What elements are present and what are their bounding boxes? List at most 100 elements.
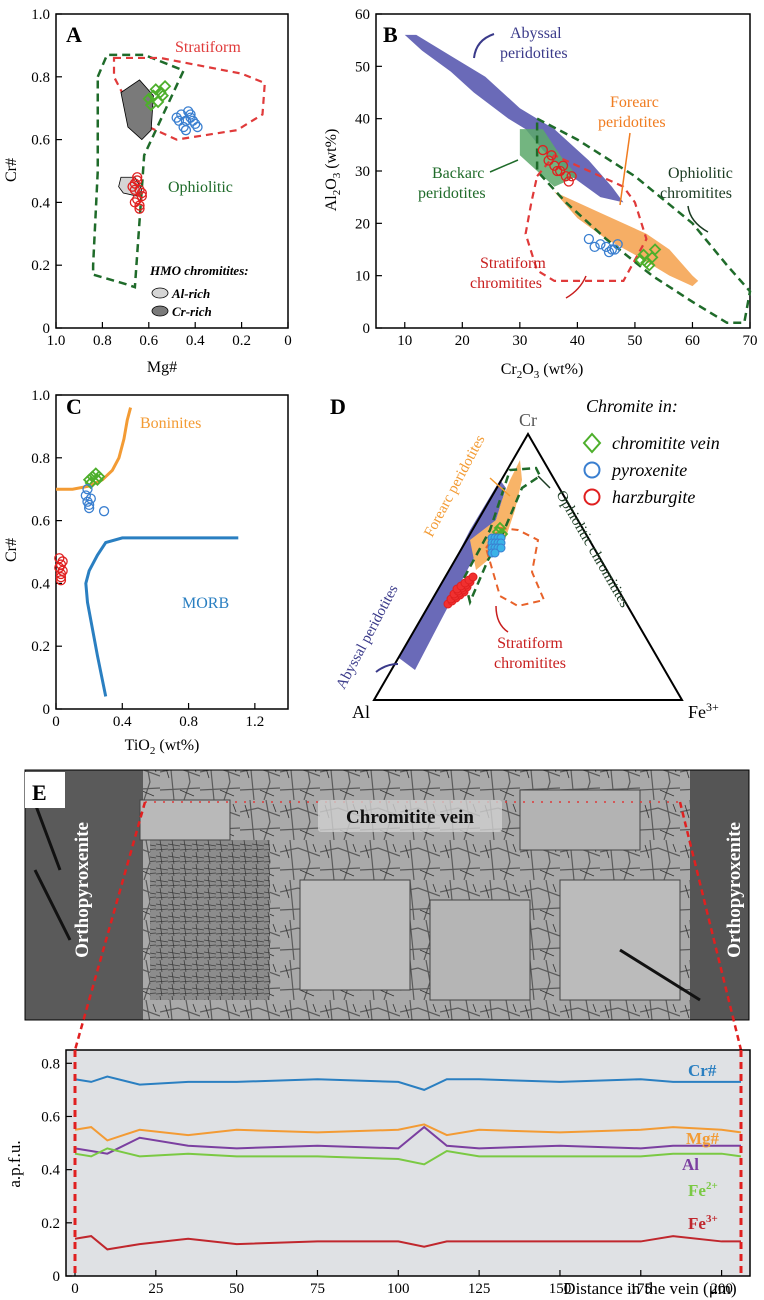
label-strat-ternary-2: chromitites <box>494 655 566 672</box>
panel-letter-d: D <box>330 394 346 419</box>
x-tick-label: 30 <box>512 333 527 349</box>
forearc-ternary-arrow <box>489 477 511 497</box>
point-pyroxenite <box>603 246 615 258</box>
panel-b-ylabel: Al2O3 (wt%) <box>323 129 343 212</box>
y-tick-label: 0.6 <box>31 133 50 149</box>
legend-title: Chromite in: <box>586 396 678 416</box>
x-tick-label: 150 <box>549 1281 572 1297</box>
y-tick-label: 0.2 <box>41 1216 60 1232</box>
opx-right-region <box>690 770 749 1020</box>
x-tick-label: 0.8 <box>179 714 198 730</box>
x-tick-label: 125 <box>468 1281 491 1297</box>
point-vein <box>637 248 650 262</box>
panel-c: 0 0.4 0.8 1.2 0 0.2 0.4 0.6 0.8 1.0 C Boninites M… <box>3 388 289 757</box>
label-abyssal-ternary: Abyssal peridotites <box>333 582 401 692</box>
point-harzburgite <box>563 176 574 187</box>
panel-a-xlabel: Mg# <box>147 359 177 376</box>
field-abyssal <box>404 34 624 203</box>
legend-vein: chromitite vein <box>612 433 720 453</box>
x-tick-label: 50 <box>229 1281 244 1297</box>
point-harzburgite <box>557 160 569 171</box>
point-vein <box>149 83 163 96</box>
label-al: Al <box>682 1155 699 1174</box>
legend-pyx: pyroxenite <box>610 460 687 480</box>
point-harzburgite <box>546 150 557 161</box>
panel-a-axes: 1.0 0.8 0.6 0.4 0.2 0 0 0.2 0.4 0.6 0.8 1.0 <box>31 7 292 349</box>
point-harzburgite <box>560 171 572 182</box>
point-harzburgite <box>468 572 478 582</box>
label-ophio-b-2: chromitites <box>660 185 732 202</box>
y-tick-label: 0 <box>43 702 51 718</box>
legend-harz: harzburgite <box>612 487 695 507</box>
x-tick-label: 25 <box>148 1281 163 1297</box>
panel-a-points <box>127 79 203 214</box>
point-pyroxenite <box>601 241 612 253</box>
panel-c-curves <box>56 407 239 697</box>
y-tick-label: 0.8 <box>31 451 50 467</box>
point-pyroxenite <box>80 490 91 501</box>
y-tick-label: 0.2 <box>31 639 50 655</box>
point-harzburgite <box>543 155 554 166</box>
label-morb: MORB <box>182 595 229 612</box>
label-fe3: Fe3+ <box>688 1213 718 1233</box>
x-tick-label: 0.8 <box>93 333 112 349</box>
point-pyroxenite <box>173 115 185 126</box>
point-pyroxenite <box>185 109 196 120</box>
point-harzburgite <box>136 187 147 199</box>
connector-left <box>73 801 147 1051</box>
y-tick-label: 0 <box>363 321 371 337</box>
y-tick-label: 0 <box>53 1269 61 1285</box>
profile-line-cr-number <box>74 1075 741 1091</box>
label-forearc-2: peridotites <box>598 114 666 131</box>
ophio-ternary-arrow <box>537 475 551 489</box>
y-tick-label: 0.8 <box>41 1056 60 1072</box>
point-vein <box>92 470 106 483</box>
grain <box>429 899 531 1001</box>
point-vein <box>648 243 662 256</box>
point-harzburgite <box>134 184 145 195</box>
point-harzburgite <box>554 165 566 177</box>
label-chromitite-vein: Chromitite vein <box>346 807 474 828</box>
corner-cr: Cr <box>519 410 537 430</box>
field-ophio-ternary <box>462 466 542 606</box>
point-vein <box>91 473 104 487</box>
x-tick-label: 0 <box>52 714 60 730</box>
panel-letter-b: B <box>383 22 398 47</box>
legend-circle-red-icon <box>583 488 601 506</box>
point-harzburgite <box>55 571 67 583</box>
point-pyroxenite <box>612 239 623 250</box>
y-tick-label: 1.0 <box>31 388 50 404</box>
vein-label-box <box>318 800 502 832</box>
panel-d: D Cr Al Fe3+ Chromite in: chromitite vei… <box>330 394 720 722</box>
point-pyroxenite <box>98 506 110 517</box>
point-pyroxenite <box>609 244 620 255</box>
y-tick-label: 0.8 <box>31 70 50 86</box>
point-pyroxenite <box>583 233 595 245</box>
grain <box>299 879 411 991</box>
label-backarc-2: peridotites <box>418 185 486 202</box>
label-cr-rich: Cr-rich <box>172 304 212 319</box>
strat-ternary-arrow <box>495 605 509 633</box>
profile-line-fe2plus <box>74 1147 742 1166</box>
strat-arrow-b <box>565 275 587 299</box>
panel-e-ylabel: a.p.f.u. <box>5 1140 24 1187</box>
x-tick-label: 0.4 <box>186 333 205 349</box>
field-cr-rich <box>120 79 154 141</box>
field-ophiolitic-b <box>535 116 752 325</box>
y-tick-label: 20 <box>355 216 370 232</box>
point-pyroxenite <box>85 493 96 504</box>
x-tick-label: 100 <box>387 1281 410 1297</box>
connector-right <box>678 801 743 1051</box>
label-strat-b-2: chromitites <box>470 275 542 292</box>
field-stratiform-b <box>524 153 648 282</box>
point-pyroxenite <box>180 125 192 136</box>
bse-frame <box>24 769 750 1021</box>
field-stratiform <box>112 56 266 141</box>
y-tick-label: 0.2 <box>31 258 50 274</box>
panel-b-points <box>537 144 662 272</box>
label-cr-number: Cr# <box>688 1061 717 1080</box>
point-pyroxenite <box>82 484 93 495</box>
y-tick-label: 30 <box>355 164 370 180</box>
label-hmo: HMO chromitites: <box>149 263 249 278</box>
